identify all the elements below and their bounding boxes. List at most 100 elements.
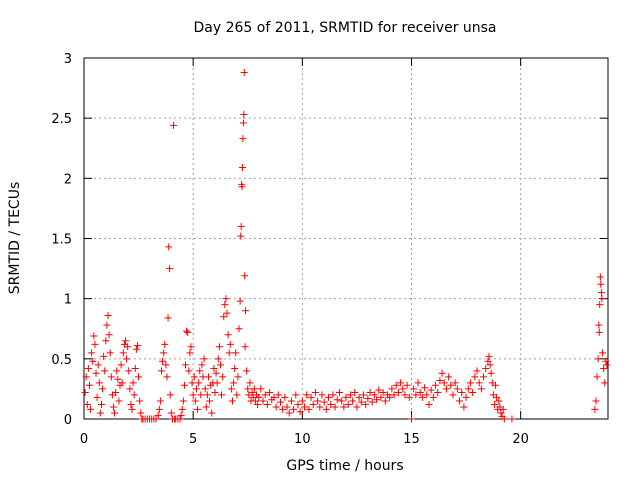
data-point: [91, 340, 99, 348]
data-point: [179, 397, 187, 405]
data-point: [386, 393, 394, 401]
data-point: [113, 367, 121, 375]
data-point: [294, 401, 302, 409]
data-point: [212, 369, 220, 377]
data-point: [233, 391, 241, 399]
data-point: [493, 393, 501, 401]
data-point: [166, 391, 174, 399]
data-point: [261, 391, 269, 399]
data-point: [114, 375, 122, 383]
data-point: [251, 397, 259, 405]
data-point: [222, 295, 230, 303]
data-point: [597, 280, 605, 288]
data-point: [239, 119, 247, 127]
data-point: [241, 272, 249, 280]
data-point: [128, 405, 136, 413]
data-point: [223, 309, 231, 317]
data-point: [392, 381, 400, 389]
data-point: [500, 415, 508, 423]
data-point: [243, 367, 251, 375]
data-point: [123, 355, 131, 363]
data-point: [152, 415, 160, 423]
data-point: [462, 393, 470, 401]
x-tick-label: 10: [294, 432, 311, 447]
data-point: [342, 393, 350, 401]
data-point: [159, 357, 167, 365]
data-point: [118, 379, 126, 387]
data-point: [377, 393, 385, 401]
data-point: [214, 355, 222, 363]
data-point: [132, 345, 140, 353]
points-layer: [81, 68, 611, 423]
data-point: [200, 355, 208, 363]
data-point: [88, 349, 96, 357]
y-tick-label: 1: [64, 293, 72, 308]
data-point: [89, 357, 97, 365]
data-point: [231, 364, 239, 372]
data-point: [429, 393, 437, 401]
data-point: [240, 68, 248, 76]
data-point: [191, 397, 199, 405]
data-point: [170, 121, 178, 129]
data-point: [473, 367, 481, 375]
data-point: [370, 391, 378, 399]
data-point: [418, 393, 426, 401]
data-point: [239, 164, 247, 172]
data-point: [219, 373, 227, 381]
y-axis-label: SRMTID / TECUs: [7, 182, 23, 295]
data-point: [364, 395, 372, 403]
data-point: [362, 401, 370, 409]
data-point: [598, 295, 606, 303]
data-point: [182, 361, 190, 369]
data-point: [464, 385, 472, 393]
data-point: [285, 409, 293, 417]
data-point: [335, 389, 343, 397]
data-point: [236, 297, 244, 305]
data-point: [237, 222, 245, 230]
data-point: [279, 405, 287, 413]
data-point: [421, 384, 429, 392]
data-point: [329, 391, 337, 399]
data-point: [190, 373, 198, 381]
data-point: [226, 340, 234, 348]
x-tick-label: 20: [512, 432, 529, 447]
data-point: [593, 373, 601, 381]
data-point: [166, 265, 174, 273]
data-point: [202, 403, 210, 411]
data-point: [225, 349, 233, 357]
data-point: [95, 379, 103, 387]
data-point: [105, 331, 113, 339]
data-point: [160, 349, 168, 357]
data-point: [187, 343, 195, 351]
data-point: [485, 352, 493, 360]
data-point: [248, 389, 256, 397]
data-point: [241, 343, 249, 351]
data-point: [272, 403, 280, 411]
data-point: [111, 409, 119, 417]
data-point: [100, 352, 108, 360]
data-point: [136, 397, 144, 405]
data-point: [204, 373, 212, 381]
data-point: [311, 389, 319, 397]
data-point: [198, 361, 206, 369]
data-point: [458, 389, 466, 397]
data-point: [196, 367, 204, 375]
data-point: [215, 343, 223, 351]
data-point: [368, 398, 376, 406]
data-point: [453, 385, 461, 393]
data-point: [102, 337, 110, 345]
data-point: [99, 385, 107, 393]
data-point: [390, 391, 398, 399]
y-tick-label: 0: [64, 413, 72, 428]
data-point: [97, 401, 105, 409]
x-axis-label: GPS time / hours: [286, 458, 403, 474]
data-point: [255, 393, 263, 401]
grid-layer: [84, 58, 608, 419]
y-tick-label: 1.5: [51, 233, 72, 248]
data-point: [206, 397, 214, 405]
data-point: [162, 361, 170, 369]
data-point: [101, 367, 109, 375]
data-point: [154, 411, 162, 419]
data-point: [331, 403, 339, 411]
data-point: [338, 397, 346, 405]
